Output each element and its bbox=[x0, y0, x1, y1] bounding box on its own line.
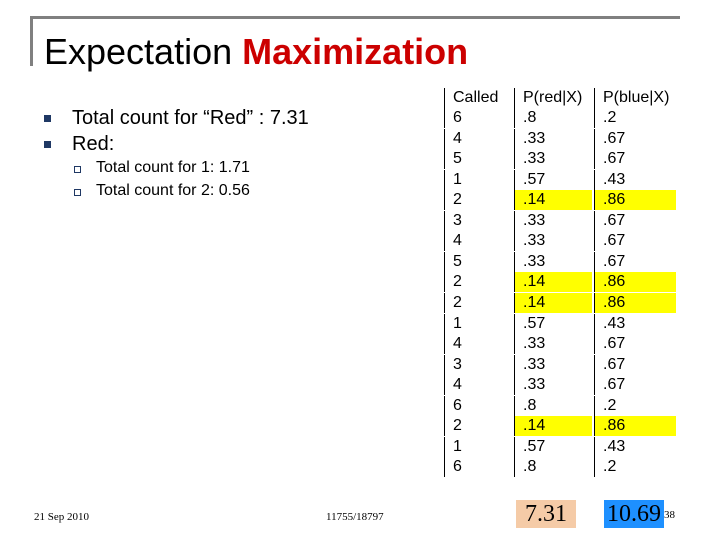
sub-bullet-count-2: Total count for 2: 0.56 bbox=[96, 182, 250, 199]
called-cell: 6 bbox=[444, 108, 512, 128]
title-accent: Maximization bbox=[242, 31, 469, 72]
bullet-red: Red: bbox=[72, 133, 115, 155]
slide-title: Expectation Maximization bbox=[44, 30, 468, 74]
header-p-blue: P(blue|X) bbox=[594, 88, 676, 108]
p-blue-cell: .2 bbox=[594, 457, 676, 478]
footer-date: 21 Sep 2010 bbox=[34, 511, 89, 523]
p-blue-cell: .2 bbox=[594, 395, 676, 416]
p-blue-cell: .86 bbox=[594, 416, 676, 437]
footer-course: 11755/18797 bbox=[326, 511, 384, 523]
title-plain: Expectation bbox=[44, 31, 243, 72]
p-blue-cell: .67 bbox=[594, 334, 676, 355]
p-red-cell: .33 bbox=[514, 128, 592, 149]
p-blue-cell: .43 bbox=[594, 436, 676, 457]
red-total: 7.31 bbox=[516, 500, 576, 528]
p-red-cell: .33 bbox=[514, 231, 592, 252]
called-cell: 4 bbox=[444, 334, 512, 355]
called-cell: 4 bbox=[444, 231, 512, 252]
called-cell: 4 bbox=[444, 128, 512, 149]
p-red-cell: .33 bbox=[514, 354, 592, 375]
p-red-cell: .14 bbox=[514, 292, 592, 313]
blue-total: 10.69 bbox=[604, 500, 664, 528]
called-cell: 2 bbox=[444, 292, 512, 313]
p-red-cell: .8 bbox=[514, 108, 592, 128]
p-red-cell: .57 bbox=[514, 169, 592, 190]
p-red-cell: .33 bbox=[514, 210, 592, 231]
header-called: Called bbox=[444, 88, 512, 108]
p-red-cell: .14 bbox=[514, 190, 592, 211]
called-cell: 3 bbox=[444, 210, 512, 231]
p-red-cell: .33 bbox=[514, 251, 592, 272]
p-blue-cell: .2 bbox=[594, 108, 676, 128]
p-red-cell: .33 bbox=[514, 334, 592, 355]
called-cell: 1 bbox=[444, 313, 512, 334]
called-cell: 5 bbox=[444, 149, 512, 170]
p-blue-cell: .67 bbox=[594, 128, 676, 149]
called-cell: 1 bbox=[444, 436, 512, 457]
p-blue-cell: .67 bbox=[594, 375, 676, 396]
called-cell: 1 bbox=[444, 169, 512, 190]
p-blue-cell: .86 bbox=[594, 272, 676, 293]
sub-bullet-square-icon bbox=[74, 189, 81, 196]
bullet-square-icon bbox=[44, 141, 51, 148]
p-red-cell: .14 bbox=[514, 416, 592, 437]
called-cell: 2 bbox=[444, 190, 512, 211]
p-red-cell: .8 bbox=[514, 395, 592, 416]
p-red-cell: .8 bbox=[514, 457, 592, 478]
p-red-cell: .57 bbox=[514, 436, 592, 457]
called-cell: 5 bbox=[444, 251, 512, 272]
p-red-cell: .33 bbox=[514, 375, 592, 396]
p-blue-cell: .43 bbox=[594, 313, 676, 334]
slide-frame-top-rule bbox=[32, 16, 680, 19]
sub-bullet-count-1: Total count for 1: 1.71 bbox=[96, 159, 250, 176]
p-blue-cell: .86 bbox=[594, 190, 676, 211]
header-p-red: P(red|X) bbox=[514, 88, 592, 108]
called-cell: 3 bbox=[444, 354, 512, 375]
called-cell: 6 bbox=[444, 457, 512, 478]
p-blue-cell: .43 bbox=[594, 169, 676, 190]
bullet-total-red: Total count for “Red” : 7.31 bbox=[72, 107, 309, 129]
called-cell: 2 bbox=[444, 272, 512, 293]
p-red-cell: .14 bbox=[514, 272, 592, 293]
p-blue-cell: .67 bbox=[594, 354, 676, 375]
p-blue-cell: .86 bbox=[594, 292, 676, 313]
p-blue-cell: .67 bbox=[594, 149, 676, 170]
slide-frame-left-rule bbox=[30, 16, 33, 66]
bullet-square-icon bbox=[44, 115, 51, 122]
page-number: 38 bbox=[664, 509, 675, 521]
p-blue-cell: .67 bbox=[594, 231, 676, 252]
p-red-cell: .57 bbox=[514, 313, 592, 334]
p-blue-cell: .67 bbox=[594, 251, 676, 272]
called-cell: 2 bbox=[444, 416, 512, 437]
called-cell: 6 bbox=[444, 395, 512, 416]
called-cell: 4 bbox=[444, 375, 512, 396]
p-blue-cell: .67 bbox=[594, 210, 676, 231]
sub-bullet-square-icon bbox=[74, 166, 81, 173]
p-red-cell: .33 bbox=[514, 149, 592, 170]
